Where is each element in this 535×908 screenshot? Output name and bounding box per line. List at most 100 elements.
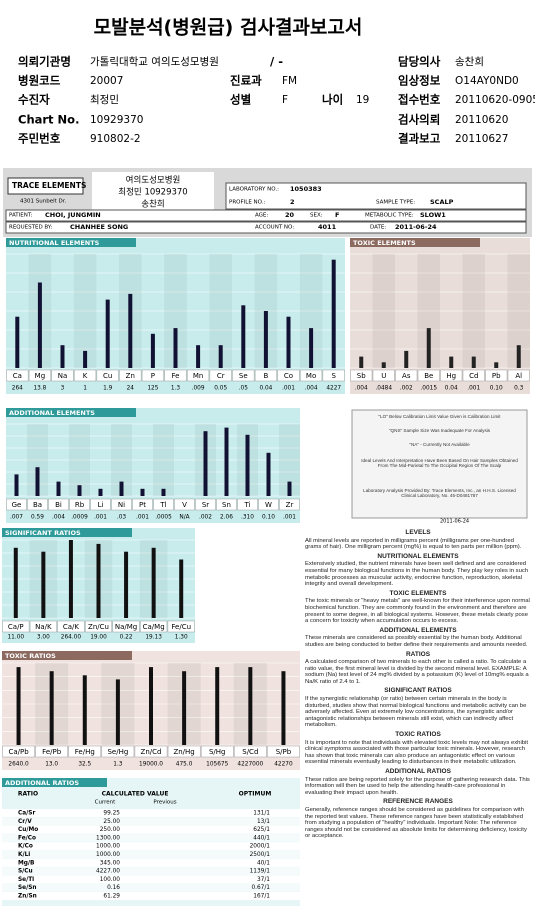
symbol-cell bbox=[90, 498, 111, 511]
field-value: 가톨릭대학교 여의도성모병원 bbox=[90, 56, 219, 68]
row-bg bbox=[2, 833, 300, 842]
column-shade bbox=[372, 254, 395, 368]
panel-title: TOXIC RATIOS bbox=[5, 652, 56, 660]
field-label: 담당의사 bbox=[398, 55, 441, 69]
legend-line: "QNS" Sample Size Was Inadequate For Ana… bbox=[388, 428, 491, 433]
ratio-name: Mg/B bbox=[18, 860, 35, 866]
ratio-name: S/Cu bbox=[18, 869, 33, 875]
ratio-optimum: 2500/1 bbox=[250, 852, 271, 858]
symbol-cell bbox=[111, 498, 132, 511]
panel-header bbox=[6, 238, 136, 247]
value: .310 bbox=[241, 515, 254, 521]
field-value: FM bbox=[282, 75, 297, 87]
symbol-cell bbox=[209, 369, 232, 382]
symbol-cell bbox=[237, 498, 258, 511]
value: .001 bbox=[282, 386, 295, 392]
bar bbox=[471, 356, 476, 368]
panel-header bbox=[2, 651, 132, 660]
lab-label: AGE: bbox=[255, 213, 268, 219]
value: .05 bbox=[239, 386, 249, 392]
bar bbox=[83, 350, 88, 368]
field-label: 의뢰기관명 bbox=[18, 55, 71, 69]
bar bbox=[68, 540, 73, 618]
lab-label: PATIENT: bbox=[9, 213, 33, 219]
bar bbox=[105, 299, 110, 368]
symbol: Al bbox=[515, 372, 522, 380]
symbol-cell bbox=[267, 745, 300, 758]
legend-date: 2011-06-24 bbox=[440, 519, 469, 525]
bar bbox=[41, 551, 46, 618]
legend-box bbox=[351, 409, 528, 519]
ratio-value: 1000.00 bbox=[96, 852, 120, 858]
column-shade bbox=[209, 254, 232, 368]
bar bbox=[128, 293, 133, 368]
value: .007 bbox=[10, 515, 23, 521]
ratio-value: 0.16 bbox=[107, 885, 120, 891]
symbol: Ge bbox=[12, 501, 22, 509]
ratio-name: Fe/Co bbox=[18, 835, 36, 841]
ratio-value: 25.00 bbox=[103, 819, 120, 825]
bar bbox=[14, 474, 19, 496]
section-heading: ADDITIONAL RATIOS bbox=[385, 768, 451, 775]
column-shade bbox=[73, 254, 97, 368]
symbol: S bbox=[331, 372, 336, 380]
value: .0005 bbox=[155, 515, 172, 521]
symbol-cell bbox=[6, 498, 27, 511]
row-bg bbox=[2, 825, 300, 834]
field-value: 20110620 bbox=[455, 114, 508, 126]
ratio-value: 100.00 bbox=[100, 877, 121, 883]
symbol-cell bbox=[187, 369, 210, 382]
field-label: 병원코드 bbox=[18, 74, 61, 88]
card-line: 송찬희 bbox=[141, 199, 164, 210]
bar bbox=[60, 345, 65, 368]
symbol-cell bbox=[51, 369, 74, 382]
ratio-optimum: 40/1 bbox=[257, 860, 270, 866]
bar bbox=[16, 667, 21, 745]
value: .009 bbox=[192, 386, 205, 392]
value: 42270 bbox=[274, 762, 293, 768]
row-bg bbox=[2, 892, 300, 900]
column-shade bbox=[69, 424, 90, 496]
column-shade bbox=[299, 254, 323, 368]
symbol-cell bbox=[57, 620, 85, 633]
panel-title: ADDITIONAL ELEMENTS bbox=[9, 409, 95, 417]
symbol-cell bbox=[485, 369, 508, 382]
field-label: 결과보고 bbox=[398, 132, 441, 146]
symbol: Sr bbox=[202, 501, 209, 509]
value: 4227 bbox=[326, 386, 341, 392]
symbol: Fe bbox=[172, 372, 180, 380]
bar bbox=[13, 547, 18, 618]
value: 125 bbox=[147, 386, 158, 392]
panel-header bbox=[2, 528, 132, 537]
symbol: Ca/Pb bbox=[8, 748, 29, 756]
bar bbox=[404, 350, 409, 368]
symbol-cell bbox=[2, 620, 30, 633]
symbol: Zr bbox=[286, 501, 294, 509]
column-header: RATIO bbox=[18, 791, 38, 798]
logo: TRACE ELEMENTS bbox=[12, 181, 86, 190]
symbol-cell bbox=[35, 745, 68, 758]
card-line: 최정민 10929370 bbox=[118, 187, 187, 198]
symbol-cell bbox=[200, 745, 234, 758]
logo-box bbox=[7, 177, 84, 195]
field-label: 진료과 bbox=[230, 74, 262, 88]
symbol-cell bbox=[440, 369, 463, 382]
symbol-cell bbox=[74, 369, 97, 382]
symbol: Ba bbox=[33, 501, 42, 509]
legend-text: "QNS" Sample Size Was Inadequate For Ana… bbox=[388, 428, 491, 433]
bar bbox=[179, 559, 184, 618]
request-row bbox=[5, 221, 527, 234]
ratio-optimum: 167/1 bbox=[253, 894, 270, 900]
lab-value: CHANHEE SONG bbox=[70, 223, 128, 231]
symbol-cell bbox=[119, 369, 142, 382]
value: 1.3 bbox=[113, 762, 123, 768]
value: 1.3 bbox=[171, 386, 181, 392]
ratio-value: 250.00 bbox=[100, 827, 121, 833]
value: 19.13 bbox=[145, 635, 162, 641]
bar bbox=[287, 481, 292, 496]
field-label: 수진자 bbox=[18, 93, 50, 107]
symbol: Ca/K bbox=[63, 623, 80, 631]
value: 1.9 bbox=[103, 386, 113, 392]
field-value: 910802-2 bbox=[90, 133, 141, 145]
bar bbox=[119, 481, 124, 496]
